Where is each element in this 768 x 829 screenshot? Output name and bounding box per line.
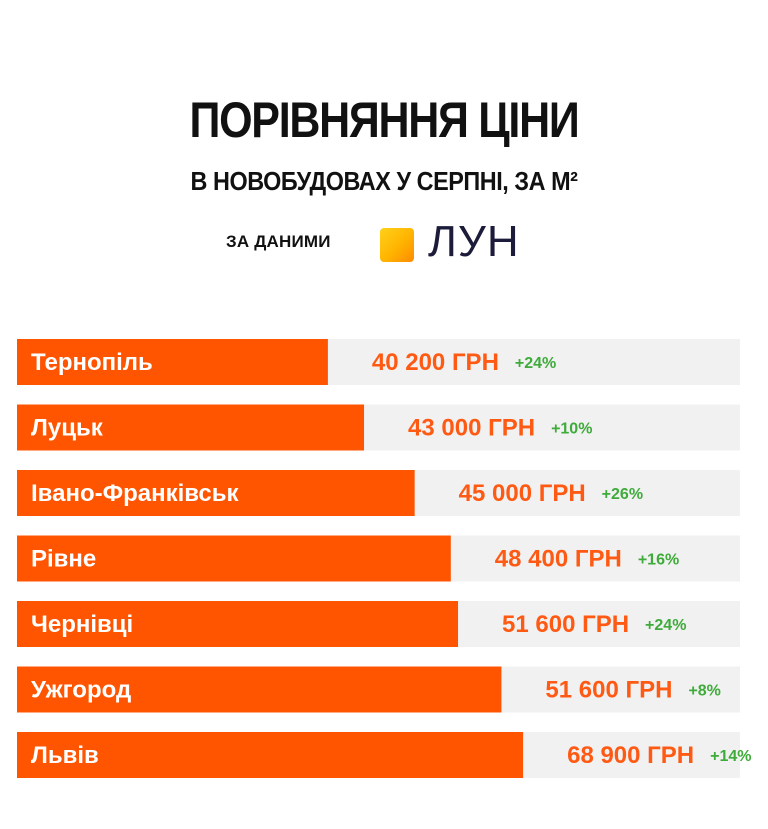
- category-label: Ужгород: [31, 677, 131, 704]
- value-label: 40 200 ГРН: [372, 349, 499, 376]
- bar: [17, 732, 524, 778]
- lun-logo-text: ЛУН: [428, 217, 520, 266]
- value-label: 51 600 ГРН: [545, 677, 672, 704]
- change-label: +10%: [551, 421, 592, 438]
- source-label: ЗА ДАНИМИ: [226, 232, 331, 251]
- bar: [17, 339, 328, 385]
- change-label: +8%: [688, 683, 720, 700]
- category-label: Івано-Франківськ: [31, 480, 240, 507]
- value-label: 48 400 ГРН: [495, 546, 622, 573]
- category-label: Чернівці: [31, 611, 133, 638]
- source-attribution: ЗА ДАНИМИ ЛУН: [0, 218, 768, 266]
- bar: [17, 601, 459, 647]
- change-label: +24%: [515, 355, 556, 372]
- value-label: 51 600 ГРН: [502, 611, 629, 638]
- change-label: +24%: [645, 617, 686, 634]
- change-label: +26%: [602, 486, 643, 503]
- change-label: +16%: [638, 552, 679, 569]
- category-label: Львів: [31, 742, 99, 769]
- bar: [17, 666, 502, 713]
- value-label: 45 000 ГРН: [459, 480, 586, 507]
- chart-title: ПОРІВНЯННЯ ЦІНИ: [189, 92, 580, 148]
- category-label: Рівне: [31, 546, 96, 573]
- change-label: +14%: [710, 748, 751, 765]
- category-label: Тернопіль: [31, 349, 153, 376]
- bar: [17, 470, 415, 516]
- category-label: Луцьк: [31, 415, 104, 442]
- bar: [17, 404, 365, 451]
- lun-logo-icon: [380, 228, 414, 262]
- chart-subtitle: В НОВОБУДОВАХ У СЕРПНІ, ЗА М²: [190, 166, 578, 196]
- bar: [17, 535, 451, 582]
- value-label: 43 000 ГРН: [408, 415, 535, 442]
- value-label: 68 900 ГРН: [567, 742, 694, 769]
